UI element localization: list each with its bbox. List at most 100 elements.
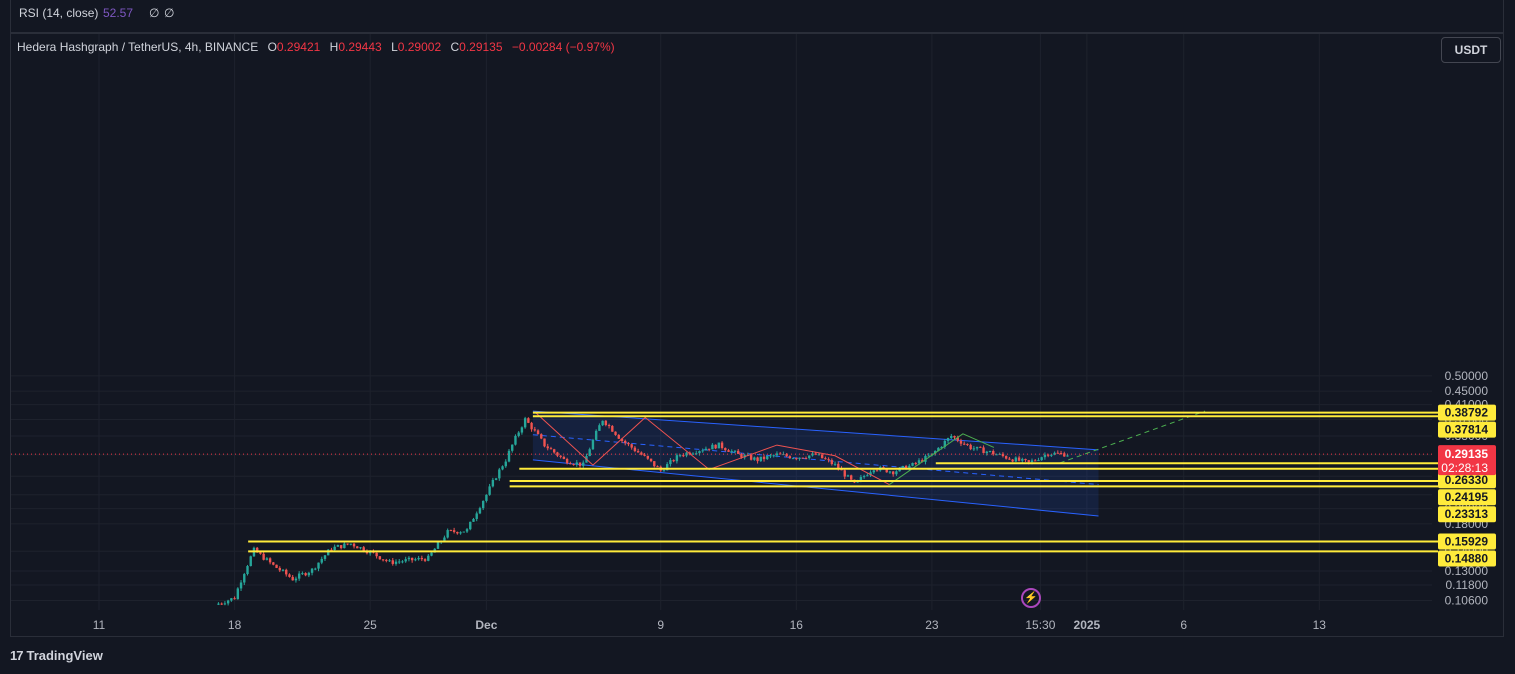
candle-body [607, 425, 611, 427]
currency-button[interactable]: USDT [1441, 37, 1501, 63]
candle-body [1030, 460, 1034, 463]
candle-body [578, 462, 582, 466]
candle-body [359, 547, 362, 549]
lightning-icon[interactable]: ⚡ [1021, 588, 1041, 608]
level-label-text: 0.23313 [1445, 507, 1489, 521]
candle-body [598, 425, 601, 431]
candle-body [501, 466, 504, 470]
candle-body [617, 434, 620, 439]
candle-body [404, 559, 407, 562]
main-chart-pane[interactable] [10, 33, 1504, 637]
candle-body [869, 472, 872, 476]
candle-body [343, 543, 346, 549]
high-label: H [329, 40, 339, 54]
candle-body [491, 479, 495, 487]
candle-body [933, 451, 937, 454]
candle-body [394, 561, 398, 564]
candle-body [685, 452, 688, 456]
candle-body [985, 451, 988, 454]
time-tick-label: 15:30 [1025, 618, 1055, 632]
candle-body [407, 557, 411, 560]
time-tick-label: 13 [1313, 618, 1327, 632]
candle-body [1034, 460, 1037, 462]
time-tick-label: 2025 [1074, 618, 1101, 632]
candle-body [291, 576, 294, 581]
rsi-pane: RSI (14, close) 52.57 ∅ ∅ [10, 0, 1504, 33]
candle-body [917, 460, 921, 464]
candle-body [362, 547, 365, 552]
level-label-text: 0.26330 [1445, 473, 1489, 487]
candle-body [569, 463, 572, 465]
price-tick-label: 0.11800 [1446, 578, 1489, 592]
level-label-text: 0.37814 [1445, 423, 1489, 437]
rsi-label[interactable]: RSI (14, close) [19, 6, 99, 20]
candle-body [827, 459, 830, 461]
candle-body [226, 600, 230, 604]
candle-body [414, 559, 417, 561]
candle-body [327, 549, 330, 556]
candle-body [278, 567, 281, 571]
candle-body [417, 557, 420, 560]
candle-body [1017, 457, 1021, 461]
candle-body [695, 453, 698, 455]
candle-body [678, 455, 682, 457]
candle-body [427, 555, 430, 561]
candle-body [953, 435, 956, 438]
candle-body [488, 486, 491, 495]
level-label-box [1438, 550, 1496, 567]
price-tick-label: 0.10600 [1445, 594, 1489, 608]
candle-body [811, 453, 814, 456]
candle-body [646, 455, 650, 459]
candle-body [346, 543, 349, 545]
candle-body [504, 461, 507, 467]
candle-body [772, 455, 775, 457]
candle-body [979, 446, 982, 448]
candle-body [846, 475, 850, 477]
candle-body [1043, 454, 1047, 458]
candle-body [423, 559, 427, 561]
tradingview-logo[interactable]: 17 TradingView [10, 648, 103, 663]
candle-body [1046, 454, 1050, 456]
candle-body [946, 438, 950, 441]
candle-body [737, 450, 740, 454]
candle-body [352, 543, 356, 547]
candle-body [323, 555, 327, 559]
candle-body [1063, 453, 1066, 457]
candle-body [788, 456, 792, 459]
candle-body [914, 462, 917, 464]
candle-body [950, 435, 953, 439]
level-label-box [1438, 489, 1496, 506]
candle-body [956, 437, 959, 441]
candle-body [262, 553, 265, 560]
candle-body [756, 457, 759, 462]
candle-body [475, 513, 478, 519]
symbol-legend: Hedera Hashgraph / TetherUS, 4h, BINANCE… [17, 40, 615, 54]
candle-body [882, 467, 885, 469]
candle-body [485, 494, 488, 501]
candle-body [604, 420, 608, 426]
candle-body [795, 458, 798, 460]
candle-body [572, 464, 575, 466]
time-tick-label: 9 [657, 618, 664, 632]
candle-body [498, 469, 501, 479]
grid-lines [11, 34, 1432, 610]
candle-body [872, 470, 875, 473]
candle-body [591, 439, 595, 450]
candle-body [908, 465, 911, 470]
candle-body [611, 425, 614, 432]
level-label-box [1438, 472, 1496, 489]
candle-body [249, 556, 252, 567]
candle-body [530, 422, 533, 430]
candle-body [675, 455, 679, 462]
candle-body [665, 464, 669, 471]
candle-body [1050, 454, 1053, 456]
close-label: C [450, 40, 460, 54]
candle-body [398, 561, 401, 563]
candle-body [924, 455, 927, 462]
candle-body [559, 455, 562, 457]
symbol-title[interactable]: Hedera Hashgraph / TetherUS, 4h, BINANCE [17, 40, 259, 54]
channel-upper-line [532, 410, 1099, 451]
candle-body [1040, 457, 1043, 461]
candle-body [943, 440, 947, 447]
